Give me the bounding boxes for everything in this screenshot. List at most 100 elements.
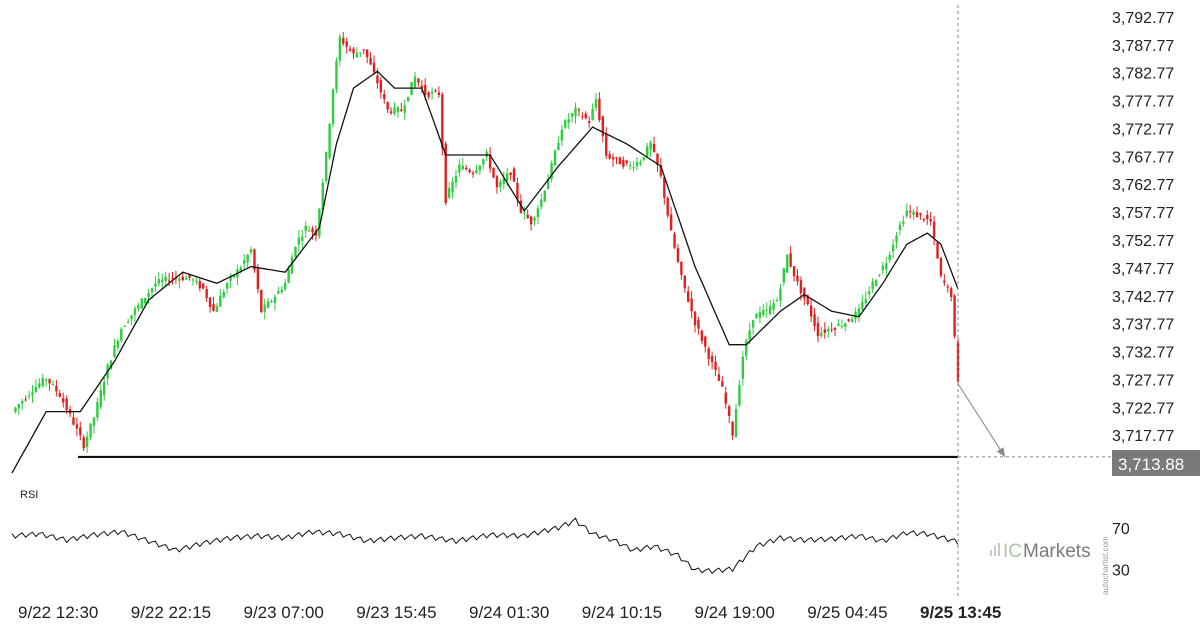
candle-down — [693, 311, 697, 326]
candle-up — [297, 237, 301, 245]
candle-up — [284, 283, 287, 290]
price-tick-label: 3,782.77 — [1112, 66, 1174, 83]
candle-up — [246, 254, 249, 263]
candle-down — [492, 167, 495, 178]
candle-up — [263, 304, 266, 313]
candle-down — [816, 322, 820, 337]
candle-up — [184, 277, 188, 280]
candles — [14, 32, 960, 453]
candle-up — [523, 212, 526, 214]
candle-up — [762, 310, 765, 316]
candle-up — [533, 217, 536, 221]
candle-down — [48, 379, 51, 384]
candle-down — [700, 331, 704, 341]
candle-up — [38, 383, 41, 388]
candle-down — [676, 248, 680, 262]
candle-up — [905, 210, 908, 217]
candle-up — [734, 408, 738, 438]
candle-down — [379, 80, 383, 93]
candle-up — [17, 404, 21, 409]
candle-down — [717, 374, 721, 381]
candle-down — [922, 218, 926, 221]
candle-down — [789, 253, 792, 267]
candle-down — [427, 92, 430, 97]
candle-up — [786, 254, 789, 273]
candle-up — [898, 224, 902, 230]
candle-down — [926, 215, 929, 220]
candle-down — [512, 168, 516, 182]
candle-up — [157, 279, 161, 284]
candle-up — [290, 257, 294, 274]
candle-up — [594, 99, 598, 109]
candle-down — [188, 274, 191, 278]
candle-down — [615, 157, 618, 159]
candle-up — [164, 276, 167, 281]
candle-down — [260, 290, 263, 313]
candle-down — [669, 214, 673, 231]
candle-up — [891, 244, 895, 252]
candle-up — [765, 309, 768, 311]
candle-up — [229, 276, 232, 281]
candle-up — [642, 157, 646, 160]
candle-up — [854, 311, 857, 319]
candle-up — [902, 221, 905, 224]
candle-down — [673, 233, 676, 248]
candle-up — [560, 129, 564, 141]
candle-up — [574, 107, 577, 117]
last-price-box — [1112, 450, 1200, 476]
candle-up — [130, 315, 133, 320]
candle-up — [837, 323, 840, 326]
candle-up — [639, 162, 642, 165]
candle-down — [383, 94, 386, 100]
candle-up — [741, 356, 745, 379]
candle-up — [553, 150, 557, 166]
candle-down — [608, 154, 611, 159]
candle-up — [755, 313, 758, 319]
candle-down — [908, 211, 912, 213]
candle-up — [232, 275, 236, 278]
projection-arrow — [957, 383, 1006, 458]
candle-down — [75, 424, 79, 429]
candle-up — [154, 283, 157, 287]
candle-down — [953, 295, 956, 337]
price-tick-label: 3,757.77 — [1112, 205, 1174, 222]
candle-up — [41, 377, 44, 386]
projection-arrow-head — [996, 447, 1005, 457]
candle-down — [434, 90, 437, 92]
rsi-title: RSI — [20, 489, 38, 501]
candle-down — [581, 116, 584, 118]
candle-down — [311, 228, 314, 233]
candle-down — [721, 381, 724, 387]
candle-up — [123, 325, 126, 327]
price-tick-label: 3,787.77 — [1112, 38, 1174, 55]
candle-down — [72, 417, 75, 425]
candle-down — [342, 38, 345, 44]
candle-up — [564, 120, 567, 128]
candle-down — [82, 437, 85, 449]
candle-up — [89, 423, 92, 438]
candle-up — [116, 340, 120, 348]
price-tick-label: 3,742.77 — [1112, 289, 1174, 306]
candle-down — [697, 319, 700, 329]
candle-up — [478, 165, 482, 171]
candle-down — [58, 393, 62, 397]
candle-up — [878, 274, 881, 276]
candle-down — [663, 177, 666, 198]
candle-up — [150, 288, 154, 293]
candle-down — [495, 176, 499, 188]
candle-down — [949, 288, 953, 297]
candle-down — [809, 305, 813, 317]
rsi-level-70: 70 — [1112, 521, 1130, 538]
candle-up — [396, 107, 400, 113]
price-tick-label: 3,752.77 — [1112, 233, 1174, 250]
candle-down — [181, 276, 184, 281]
candle-up — [546, 178, 550, 190]
candle-down — [803, 287, 806, 299]
candle-down — [529, 216, 533, 225]
candle-down — [847, 319, 850, 322]
candle-up — [591, 108, 594, 120]
candle-up — [840, 325, 844, 327]
candle-up — [844, 323, 847, 327]
candle-up — [567, 119, 570, 123]
